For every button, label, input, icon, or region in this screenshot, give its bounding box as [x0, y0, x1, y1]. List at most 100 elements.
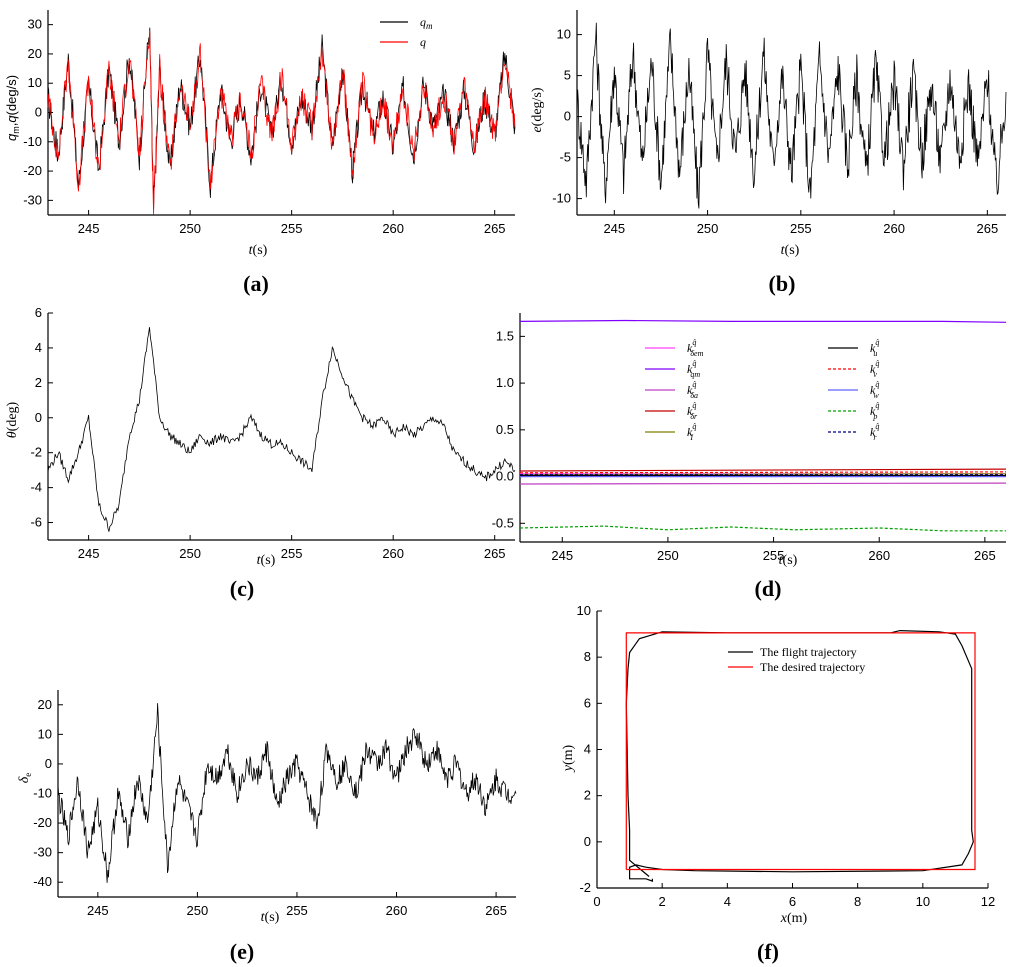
chart-panel-d: 245 250 255 260 265-0.50.00.51.01.5kq̂ δemkq̂… [492, 313, 1007, 601]
legend-label-d: kq̂ δr [687, 401, 698, 421]
y-tick-label-f: 10 [577, 603, 591, 618]
legend-label-d: kq̂ qm [687, 359, 700, 379]
x-tick-label-e: 250 [187, 903, 209, 918]
series-line-b-0 [576, 22, 1007, 209]
chart-panel-b: 245 250 255 260 265 -10 -5 0 5 10 e(deg/s) t(s) (… [530, 10, 1007, 296]
x-tick-label-e: 265 [485, 903, 507, 918]
y-tick-label-e: -30 [33, 845, 52, 860]
series-line-d-1 [519, 319, 1007, 323]
series-line-a-1 [47, 31, 516, 215]
y-tick-label-a: -30 [23, 192, 42, 207]
y-tick-label-a: 20 [28, 46, 42, 61]
series-line-d-3 [519, 468, 1007, 472]
series-line-f-0 [625, 629, 974, 882]
y-tick-label-d: 0.0 [496, 469, 514, 484]
y-tick-label-d: -0.5 [492, 515, 514, 530]
x-tick-label-d: 250 [657, 548, 679, 563]
ylabel-c: θ(deg) [5, 401, 20, 438]
ylabel-b: e(deg/s) [530, 87, 545, 132]
xlabel-a: t(s) [249, 243, 268, 258]
y-tick-label-c: -6 [30, 515, 42, 530]
series-line-a-0 [47, 27, 516, 210]
series-line-c-0 [47, 327, 516, 532]
legend-label-a: qm [420, 15, 433, 31]
legend-label-f: The flight trajectory [760, 645, 857, 659]
y-tick-label-a: -10 [23, 134, 42, 149]
y-tick-label-e: -20 [33, 815, 52, 830]
y-tick-label-a: 0 [35, 105, 42, 120]
x-tick-label-b: 250 [697, 221, 719, 236]
xlabel-d: t(s) [779, 553, 798, 568]
panel-label-c: (c) [230, 576, 254, 601]
y-tick-label-b: -5 [559, 150, 571, 165]
ylabel-a: qm,q(deg/s) [4, 75, 21, 141]
y-tick-label-e: -10 [33, 786, 52, 801]
y-tick-label-d: 1.0 [496, 375, 514, 390]
y-tick-label-b: 10 [557, 27, 571, 42]
y-tick-label-e: 20 [38, 697, 52, 712]
legend-label-d: kq̂ r [870, 422, 879, 442]
x-tick-label-e: 245 [87, 903, 109, 918]
x-tick-label-f: 12 [981, 894, 995, 909]
plot-area-a: 245 250 255 260 265 -30 -20 -10 0 10 20 30 qm q [23, 10, 516, 236]
legend-label-d: kq̂ δa [687, 380, 698, 400]
y-tick-label-a: 10 [28, 75, 42, 90]
plot-area-b: 245 250 255 260 265 -10 -5 0 5 10 [552, 10, 1007, 236]
y-tick-label-a: 30 [28, 17, 42, 32]
y-tick-label-b: 0 [564, 109, 571, 124]
y-tick-label-f: -2 [579, 880, 591, 895]
x-tick-label-a: 260 [382, 221, 404, 236]
y-tick-label-c: 6 [35, 305, 42, 320]
x-tick-label-f: 10 [916, 894, 930, 909]
legend-label-a: q [420, 35, 426, 49]
x-tick-label-c: 265 [484, 546, 506, 561]
x-tick-label-a: 250 [179, 221, 201, 236]
x-tick-label-e: 255 [286, 903, 308, 918]
y-tick-label-e: 0 [45, 756, 52, 771]
legend-label-d: kq̂ u [870, 338, 879, 358]
xlabel-c: t(s) [257, 553, 276, 568]
x-tick-label-a: 265 [484, 221, 506, 236]
y-tick-label-f: 6 [584, 695, 591, 710]
y-tick-label-c: -2 [30, 445, 42, 460]
panel-label-e: (e) [230, 939, 254, 964]
y-tick-label-f: 0 [584, 834, 591, 849]
x-tick-label-d: 265 [974, 548, 996, 563]
y-tick-label-b: 5 [564, 68, 571, 83]
panel-label-d: (d) [755, 576, 782, 601]
x-tick-label-a: 245 [78, 221, 100, 236]
x-tick-label-f: 2 [659, 894, 666, 909]
xlabel-e: t(s) [261, 910, 280, 925]
chart-panel-e: 245 250 255 260 265 -40 -30 -20 -10 0 10 20 δe t(s)… [17, 690, 517, 964]
x-tick-label-f: 8 [854, 894, 861, 909]
x-tick-label-f: 6 [789, 894, 796, 909]
chart-panel-a: 245 250 255 260 265 -30 -20 -10 0 10 20 30 qm q qm,q(… [4, 10, 516, 296]
series-line-f-1 [625, 632, 976, 871]
x-tick-label-e: 260 [386, 903, 408, 918]
legend-label-d: kq̂ p [870, 401, 879, 421]
panel-label-b: (b) [769, 271, 796, 296]
x-tick-label-b: 255 [790, 221, 812, 236]
x-tick-label-c: 260 [382, 546, 404, 561]
x-tick-label-d: 260 [868, 548, 890, 563]
series-line-e-0 [57, 703, 517, 883]
y-tick-label-e: -40 [33, 874, 52, 889]
ylabel-e: δe [17, 773, 33, 784]
panel-label-f: (f) [757, 939, 779, 964]
y-tick-label-f: 8 [584, 649, 591, 664]
xlabel-b: t(s) [781, 243, 800, 258]
x-tick-label-b: 260 [883, 221, 905, 236]
series-line-d-2 [519, 482, 1007, 485]
x-tick-label-b: 265 [976, 221, 998, 236]
y-tick-label-c: 0 [35, 410, 42, 425]
x-tick-label-f: 0 [593, 894, 600, 909]
chart-panel-c: 245 250 255 260 265 -6 -4 -2 0 2 4 6 θ(deg) t(s) (c… [5, 305, 516, 601]
y-tick-label-b: -10 [552, 191, 571, 206]
y-tick-label-c: 2 [35, 375, 42, 390]
x-tick-label-c: 250 [179, 546, 201, 561]
x-tick-label-c: 245 [78, 546, 100, 561]
legend-label-d: kq̂ I [687, 422, 696, 442]
y-tick-label-f: 4 [584, 742, 591, 757]
